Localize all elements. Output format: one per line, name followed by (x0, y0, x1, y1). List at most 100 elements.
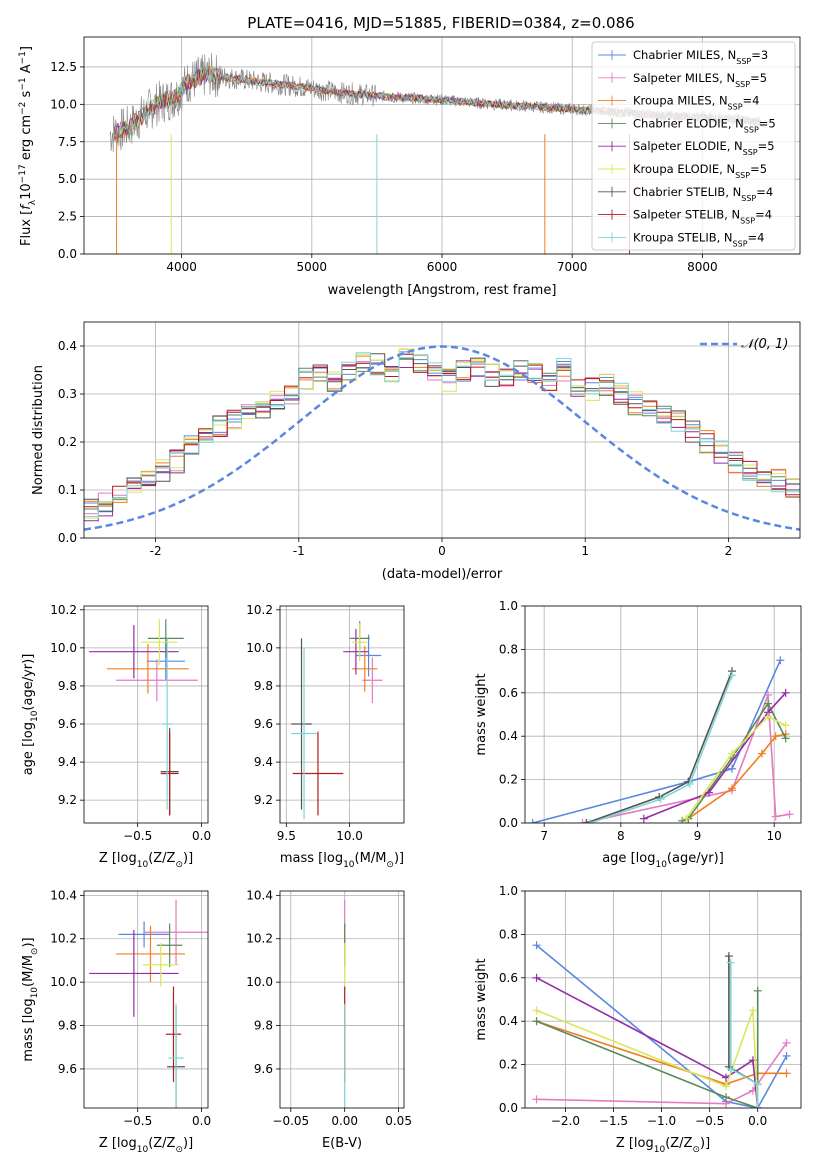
y-tick-label: 0.0 (58, 247, 77, 261)
y-tick-label: 9.4 (58, 755, 77, 769)
x-tick-label: 0.05 (385, 1114, 412, 1128)
y-tick-label: 0.1 (58, 483, 77, 497)
axes-frame (83, 36, 801, 255)
x-tick-label: −0.5 (695, 1114, 724, 1128)
y-tick-label: 9.6 (254, 717, 273, 731)
y-tick-label: 9.4 (254, 755, 273, 769)
y-axis-label: mass weight (474, 673, 489, 755)
y-tick-label: 10.0 (50, 641, 77, 655)
histogram-step-2 (84, 348, 800, 518)
y-tick-label: 9.2 (254, 793, 273, 807)
y-tick-label: 0.0 (499, 816, 518, 830)
axes-frame (279, 890, 405, 1109)
y-tick-label: 0.2 (499, 773, 518, 787)
x-tick-label: 10.0 (336, 829, 363, 843)
y-tick-label: 9.8 (254, 1019, 273, 1033)
y-tick-label: 10.4 (50, 888, 77, 902)
x-tick-label: −1.5 (599, 1114, 628, 1128)
y-axis-label: age [log10(age/yr)] (21, 654, 40, 776)
legend-entry: Chabrier STELIB, NSSP=4 (633, 185, 773, 203)
y-tick-label: 9.2 (58, 793, 77, 807)
x-tick-label: −0.5 (123, 1114, 152, 1128)
x-tick-label: 9 (694, 829, 702, 843)
weight-series-0 (535, 944, 788, 1108)
x-tick-label: 6000 (427, 260, 458, 274)
x-tick-label: 7000 (557, 260, 588, 274)
chart-title: PLATE=0416, MJD=51885, FIBERID=0384, z=0… (247, 14, 634, 32)
legend-entry: Chabrier ELODIE, NSSP=5 (633, 116, 776, 133)
y-tick-label: 0.8 (499, 642, 518, 656)
weight-series-1 (582, 694, 790, 823)
y-tick-label: 1.0 (499, 884, 518, 898)
y-tick-label: 12.5 (50, 60, 77, 74)
x-tick-label: 0 (438, 544, 446, 558)
x-axis-label: Z [log10(Z/Z⊙)] (99, 851, 193, 870)
x-tick-label: 0.0 (748, 1114, 767, 1128)
x-tick-label: 10 (767, 829, 782, 843)
y-axis-label: Normed distribution (31, 365, 46, 495)
legend-entry: Salpeter MILES, NSSP=5 (633, 71, 767, 89)
y-tick-label: 10.2 (246, 603, 273, 617)
y-tick-label: 10.2 (246, 932, 273, 946)
spectrum-panel: 4000 5000 6000 7000 8000 0.0 2.5 5.0 7.5 10.0 12.5… (18, 36, 801, 298)
y-tick-label: 0.4 (499, 1014, 518, 1028)
y-tick-label: 10.0 (50, 97, 77, 111)
x-axis-label: wavelength [Angstrom, rest frame] (328, 283, 557, 298)
plot-area (89, 899, 208, 1108)
x-tick-label: 5000 (297, 260, 328, 274)
y-tick-label: 10.2 (50, 603, 77, 617)
legend-entry: Kroupa STELIB, NSSP=4 (633, 230, 764, 248)
legend-entry: Kroupa MILES, NSSP=4 (633, 94, 759, 112)
x-tick-label: 1 (581, 544, 589, 558)
x-tick-label: -2 (150, 544, 162, 558)
y-tick-label: 0.4 (499, 729, 518, 743)
axes-frame (83, 890, 209, 1109)
y-tick-label: 0.4 (58, 339, 77, 353)
axes-frame (279, 605, 405, 824)
y-axis-label: mass [log10(M/M⊙)] (21, 937, 40, 1061)
histogram-step-6 (84, 353, 800, 517)
x-tick-label: 0.0 (192, 829, 211, 843)
weight-series-2 (536, 1020, 787, 1085)
histogram-step-0 (84, 351, 800, 517)
y-tick-label: 5.0 (58, 172, 77, 186)
mass-vs-Z-panel: −0.5 0.0 9.6 9.8 10.0 10.2 10.4 Z [log10(Z/Z⊙)]… (21, 888, 211, 1155)
y-tick-label: 7.5 (58, 135, 77, 149)
x-tick-label: 0.0 (192, 1114, 211, 1128)
x-tick-label: 9.5 (277, 829, 296, 843)
y-tick-label: 0.8 (499, 927, 518, 941)
x-tick-label: -1 (293, 544, 305, 558)
histogram-step-3 (84, 357, 800, 510)
normal-curve (84, 345, 800, 531)
x-tick-label: −2.0 (551, 1114, 580, 1128)
x-axis-label: Z [log10(Z/Z⊙)] (616, 1136, 710, 1155)
y-tick-label: 9.8 (254, 679, 273, 693)
plot-area (528, 656, 794, 823)
x-axis-label: Z [log10(Z/Z⊙)] (99, 1136, 193, 1155)
y-tick-label: 9.6 (58, 717, 77, 731)
axes-frame (524, 605, 802, 824)
histogram-step-1 (84, 353, 800, 520)
age-vs-mass-panel: 9.5 10.0 9.2 9.4 9.6 9.8 10.0 10.2 mass [log10(M… (246, 603, 405, 870)
y-tick-label: 10.4 (246, 888, 273, 902)
axes-frame (83, 605, 209, 824)
weight-series-0 (532, 659, 782, 823)
legend-entry: Salpeter STELIB, NSSP=4 (633, 208, 772, 226)
weight-series-5 (685, 715, 787, 820)
y-tick-label: 0.6 (499, 686, 518, 700)
x-axis-label: (data-model)/error (382, 567, 503, 582)
y-tick-label: 0.0 (58, 531, 77, 545)
x-tick-label: −0.5 (123, 829, 152, 843)
x-axis-label: mass [log10(M/M⊙)] (280, 851, 404, 870)
weight-series-5 (536, 1009, 759, 1108)
x-axis-label: E(B-V) (322, 1136, 362, 1151)
weight-series-6 (586, 670, 733, 823)
y-tick-label: 10.0 (246, 975, 273, 989)
legend-entry: Kroupa ELODIE, NSSP=5 (633, 162, 767, 180)
y-tick-label: 9.8 (58, 1019, 77, 1033)
plot-area (84, 345, 800, 531)
plot-area (291, 621, 383, 820)
x-tick-label: 0.00 (331, 1114, 358, 1128)
histogram-step-7 (84, 353, 800, 508)
x-axis-label: age [log10(age/yr)] (602, 851, 724, 870)
